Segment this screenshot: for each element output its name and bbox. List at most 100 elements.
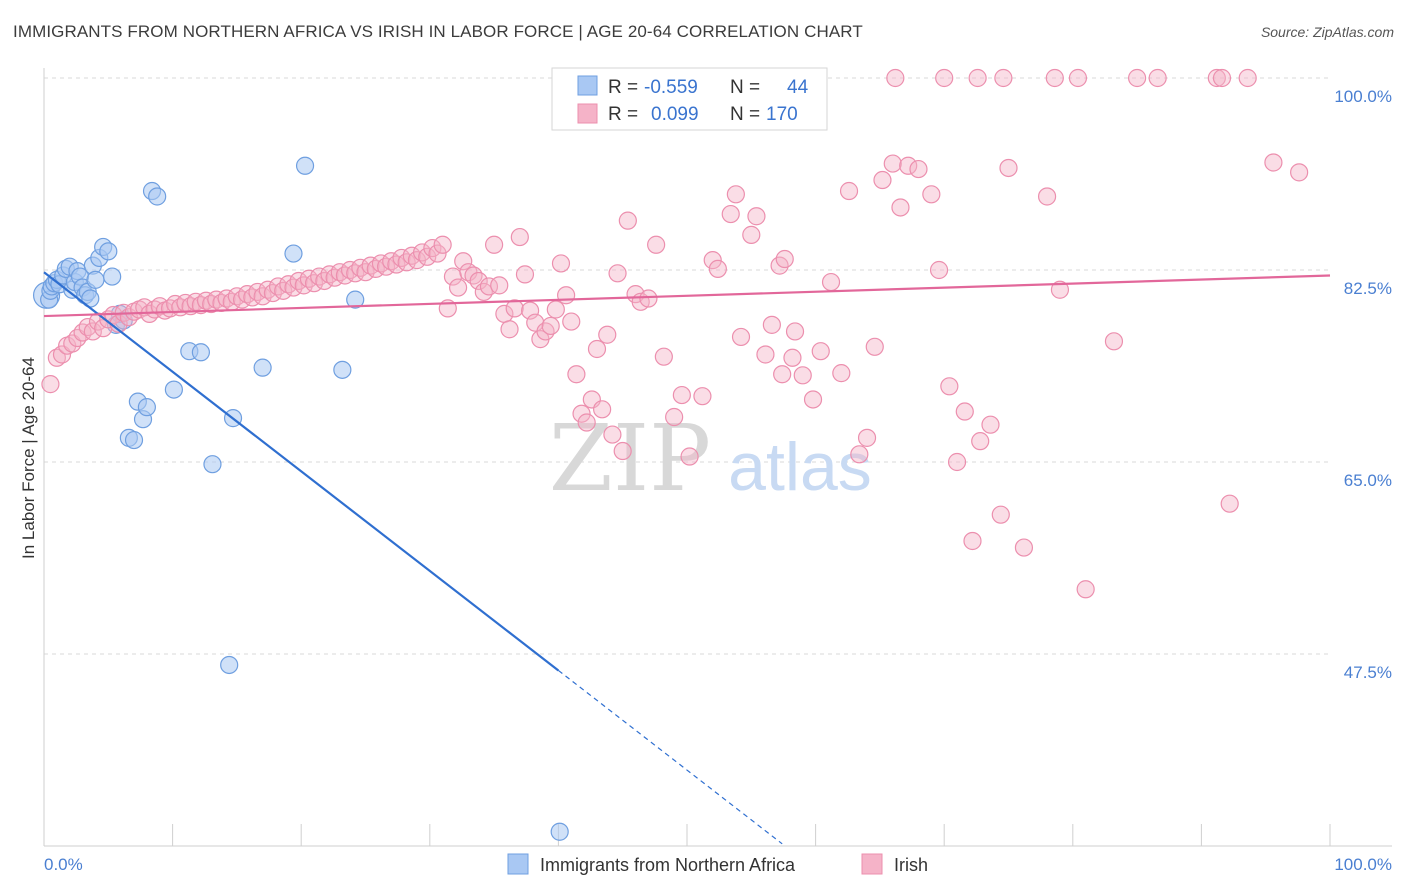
point-northern-africa-40 <box>253 358 272 377</box>
point-irish-107 <box>593 400 612 419</box>
point-irish-125 <box>726 185 745 204</box>
point-irish-92 <box>515 265 535 284</box>
point-northern-africa-38 <box>220 655 239 675</box>
point-northern-africa-45 <box>550 822 569 841</box>
point-irish-84 <box>474 282 493 302</box>
point-irish-87 <box>490 276 509 295</box>
correlation-legend: R = -0.559 N = 44 R = 0.099 N = 170 <box>551 67 828 131</box>
point-irish-115 <box>639 289 658 308</box>
x-tick-labels: 0.0% 100.0% <box>44 855 1392 874</box>
point-irish-42 <box>258 280 277 299</box>
axes <box>43 68 1392 847</box>
legend-r-label-1: R = <box>608 77 638 98</box>
point-irish-127 <box>742 225 761 244</box>
point-irish-171 <box>773 365 792 384</box>
point-irish-66 <box>382 252 401 271</box>
point-irish-166 <box>1212 68 1232 88</box>
series-legend: Immigrants from Northern Africa Irish <box>507 853 928 875</box>
legend-n-label-2: N = <box>730 104 760 125</box>
point-irish-75 <box>428 244 447 263</box>
legend-swatch-blue <box>577 75 598 96</box>
x-tick-label-1: 100.0% <box>1334 855 1392 874</box>
point-irish-128 <box>747 207 766 226</box>
legend-n-label-1: N = <box>730 77 760 98</box>
point-irish-129 <box>756 345 775 364</box>
point-irish-168 <box>1238 68 1257 88</box>
point-irish-101 <box>562 312 581 331</box>
bottom-legend-label-blue: Immigrants from Northern Africa <box>540 855 796 875</box>
watermark-atlas: atlas <box>728 429 872 505</box>
point-irish-139 <box>839 181 859 201</box>
point-irish-162 <box>1104 332 1124 351</box>
point-irish-163 <box>1127 68 1147 88</box>
point-irish-124 <box>721 204 740 224</box>
point-irish-93 <box>521 301 540 320</box>
trend-lines <box>43 271 1331 845</box>
x-tick-label-0: 0.0% <box>44 855 83 874</box>
gridlines <box>44 77 1330 655</box>
point-irish-135 <box>803 390 823 409</box>
point-northern-africa-19 <box>86 270 105 289</box>
y-tick-label-0: 47.5% <box>1344 663 1392 682</box>
point-irish-164 <box>1148 68 1167 88</box>
point-irish-123 <box>708 259 727 279</box>
point-irish-0 <box>41 375 60 394</box>
point-irish-174 <box>886 68 905 88</box>
point-irish-76 <box>433 235 452 254</box>
point-irish-179 <box>1068 68 1088 88</box>
point-irish-73 <box>418 247 437 266</box>
point-irish-79 <box>448 278 468 297</box>
point-irish-86 <box>485 235 504 254</box>
point-northern-africa-23 <box>103 267 122 286</box>
point-irish-142 <box>865 337 884 356</box>
legend-r-label-2: R = <box>608 104 638 125</box>
point-northern-africa-34 <box>164 380 183 399</box>
point-irish-89 <box>500 320 519 339</box>
point-northern-africa-28 <box>124 430 144 450</box>
point-irish-119 <box>672 385 691 405</box>
point-irish-102 <box>567 365 586 384</box>
point-irish-98 <box>546 300 565 319</box>
point-irish-8 <box>83 322 102 341</box>
point-northern-africa-44 <box>346 290 365 309</box>
point-northern-africa-37 <box>203 455 222 474</box>
point-irish-154 <box>971 432 990 451</box>
point-irish-46 <box>279 275 298 294</box>
y-tick-label-1: 65.0% <box>1344 471 1392 490</box>
point-irish-143 <box>873 170 892 190</box>
point-northern-africa-41 <box>284 244 303 263</box>
series-irish <box>41 68 1309 599</box>
point-irish-150 <box>940 377 959 396</box>
point-irish-137 <box>821 272 841 292</box>
point-irish-97 <box>541 316 560 336</box>
point-irish-117 <box>654 347 673 366</box>
point-irish-178 <box>1045 68 1064 88</box>
point-irish-167 <box>1220 494 1239 513</box>
bottom-legend-swatch-pink <box>861 853 883 875</box>
point-irish-110 <box>608 264 627 283</box>
point-irish-172 <box>783 348 802 367</box>
point-irish-99 <box>551 254 571 273</box>
point-irish-122 <box>703 251 722 270</box>
y-tick-labels: 47.5% 65.0% 82.5% 100.0% <box>1334 87 1392 682</box>
point-irish-83 <box>469 271 488 291</box>
point-irish-176 <box>968 68 987 88</box>
point-irish-175 <box>935 68 954 88</box>
legend-swatch-pink <box>577 103 598 124</box>
point-irish-141 <box>857 428 877 447</box>
point-irish-144 <box>883 154 902 173</box>
point-irish-118 <box>665 407 684 427</box>
watermark-zip: ZIP <box>549 405 711 512</box>
point-irish-121 <box>693 387 712 406</box>
legend-r-value-2: 0.099 <box>651 104 699 125</box>
point-irish-74 <box>423 238 442 258</box>
point-northern-africa-42 <box>295 156 315 175</box>
point-irish-148 <box>922 185 941 204</box>
point-irish-130 <box>762 315 781 334</box>
legend-n-value-2: 170 <box>766 104 798 125</box>
point-irish-111 <box>613 441 632 461</box>
point-irish-133 <box>785 322 805 341</box>
point-irish-80 <box>454 252 473 271</box>
point-irish-158 <box>1014 538 1034 557</box>
